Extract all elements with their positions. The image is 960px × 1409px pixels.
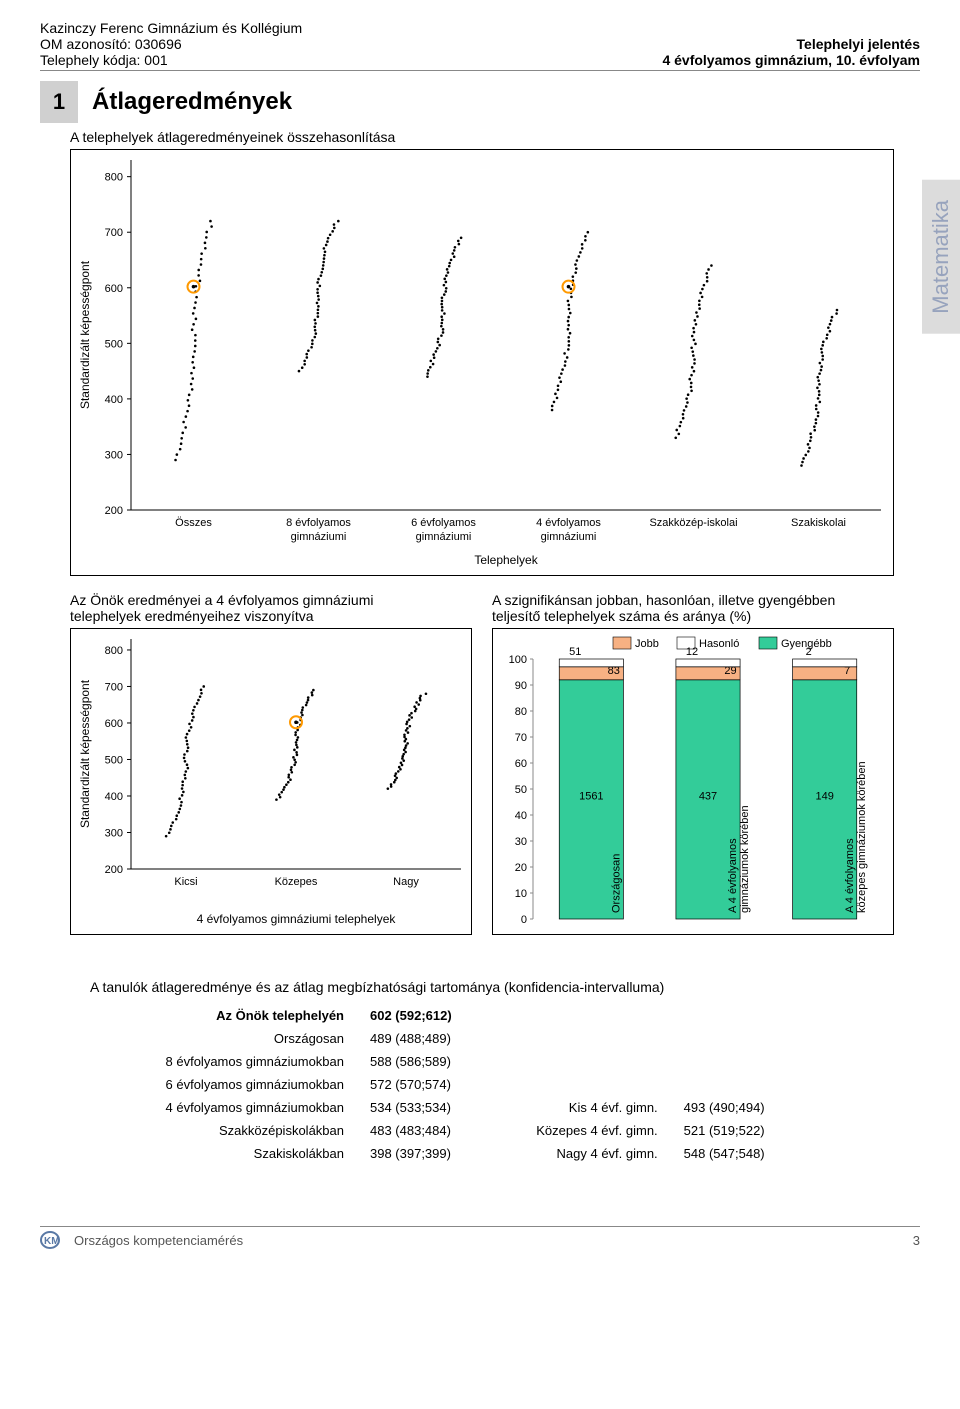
svg-text:Standardizált képességpont: Standardizált képességpont bbox=[78, 679, 92, 828]
svg-text:437: 437 bbox=[699, 790, 717, 802]
svg-text:500: 500 bbox=[105, 338, 123, 350]
svg-text:29: 29 bbox=[724, 665, 736, 677]
svg-text:Országosan: Országosan bbox=[610, 854, 622, 913]
svg-text:Nagy: Nagy bbox=[393, 876, 419, 888]
svg-text:200: 200 bbox=[105, 864, 123, 876]
svg-text:KM: KM bbox=[44, 1236, 60, 1247]
chart2-svg: 200 300 400 500 600 700 800 Standardizált képes… bbox=[71, 629, 471, 929]
svg-text:8 évfolyamos: 8 évfolyamos bbox=[286, 517, 351, 529]
report-subtitle: 4 évfolyamos gimnázium, 10. évfolyam bbox=[662, 52, 920, 68]
svg-text:20: 20 bbox=[515, 862, 527, 874]
svg-text:1561: 1561 bbox=[579, 790, 603, 802]
svg-text:gimnáziumi: gimnáziumi bbox=[541, 531, 597, 543]
table-row: Szakközépiskolákban483 (483;484)Közepes … bbox=[92, 1120, 777, 1141]
school-name: Kazinczy Ferenc Gimnázium és Kollégium bbox=[40, 20, 302, 36]
svg-text:300: 300 bbox=[105, 827, 123, 839]
svg-text:300: 300 bbox=[105, 449, 123, 461]
page-header: Kazinczy Ferenc Gimnázium és Kollégium O… bbox=[40, 20, 920, 71]
chart-right: JobbHasonlóGyengébb010203040506070809010… bbox=[492, 628, 894, 935]
svg-text:600: 600 bbox=[105, 283, 123, 295]
confidence-table: Az Önök telephelyén602 (592;612)Országos… bbox=[90, 1003, 779, 1166]
svg-text:Kicsi: Kicsi bbox=[174, 876, 197, 888]
chart3-svg: JobbHasonlóGyengébb010203040506070809010… bbox=[493, 629, 893, 929]
site-code: Telephely kódja: 001 bbox=[40, 52, 302, 68]
section-heading: 1 Átlageredmények bbox=[40, 81, 920, 123]
svg-text:7: 7 bbox=[844, 665, 850, 677]
section-number: 1 bbox=[40, 81, 78, 123]
svg-text:400: 400 bbox=[105, 791, 123, 803]
svg-text:6 évfolyamos: 6 évfolyamos bbox=[411, 517, 476, 529]
svg-text:Jobb: Jobb bbox=[635, 638, 659, 650]
chart1-svg: 200 300 400 500 600 700 800 Standardizált képes… bbox=[71, 150, 891, 570]
svg-text:Közepes: Közepes bbox=[275, 876, 318, 888]
svg-text:51: 51 bbox=[569, 646, 581, 658]
section-title: Átlageredmények bbox=[92, 88, 292, 116]
svg-text:500: 500 bbox=[105, 754, 123, 766]
om-id: OM azonosító: 030696 bbox=[40, 36, 302, 52]
subject-side-tab: Matematika bbox=[922, 180, 960, 334]
footer-text: Országos kompetenciamérés bbox=[74, 1233, 243, 1248]
svg-text:40: 40 bbox=[515, 810, 527, 822]
svg-text:gimnáziumi: gimnáziumi bbox=[416, 531, 472, 543]
table-row: Az Önök telephelyén602 (592;612) bbox=[92, 1005, 777, 1026]
svg-text:90: 90 bbox=[515, 680, 527, 692]
svg-text:149: 149 bbox=[815, 790, 833, 802]
table-row: Országosan489 (488;489) bbox=[92, 1028, 777, 1049]
svg-text:Hasonló: Hasonló bbox=[699, 638, 739, 650]
page-number: 3 bbox=[913, 1233, 920, 1248]
svg-text:400: 400 bbox=[105, 394, 123, 406]
table-row: Szakiskolákban398 (397;399)Nagy 4 évf. g… bbox=[92, 1143, 777, 1164]
header-right: Telephelyi jelentés 4 évfolyamos gimnázi… bbox=[662, 20, 920, 68]
svg-text:10: 10 bbox=[515, 888, 527, 900]
left-caption: Az Önök eredményei a 4 évfolyamos gimnáz… bbox=[70, 592, 472, 624]
svg-text:2: 2 bbox=[806, 646, 812, 658]
svg-text:800: 800 bbox=[105, 172, 123, 184]
svg-text:gimnáziumi: gimnáziumi bbox=[291, 531, 347, 543]
svg-text:Összes: Összes bbox=[175, 517, 212, 529]
report-title: Telephelyi jelentés bbox=[662, 36, 920, 52]
svg-text:80: 80 bbox=[515, 706, 527, 718]
svg-text:800: 800 bbox=[105, 645, 123, 657]
footer-left: KM Országos kompetenciamérés bbox=[40, 1231, 243, 1249]
svg-text:30: 30 bbox=[515, 836, 527, 848]
two-column-row: Az Önök eredményei a 4 évfolyamos gimnáz… bbox=[70, 592, 892, 949]
page-footer: KM Országos kompetenciamérés 3 bbox=[40, 1226, 920, 1249]
svg-text:Szakközép-iskolai: Szakközép-iskolai bbox=[649, 517, 737, 529]
header-left: Kazinczy Ferenc Gimnázium és Kollégium O… bbox=[40, 20, 302, 68]
svg-text:Szakiskolai: Szakiskolai bbox=[791, 517, 846, 529]
svg-text:4 évfolyamos: 4 évfolyamos bbox=[536, 517, 601, 529]
right-caption: A szignifikánsan jobban, hasonlóan, ille… bbox=[492, 592, 894, 624]
svg-text:0: 0 bbox=[521, 914, 527, 926]
svg-text:100: 100 bbox=[509, 654, 527, 666]
svg-text:Standardizált képességpont: Standardizált képességpont bbox=[78, 260, 92, 409]
chart-left: 200 300 400 500 600 700 800 Standardizált képes… bbox=[70, 628, 472, 935]
svg-text:700: 700 bbox=[105, 227, 123, 239]
section-subtitle: A telephelyek átlageredményeinek összeha… bbox=[70, 129, 920, 145]
svg-text:70: 70 bbox=[515, 732, 527, 744]
svg-text:700: 700 bbox=[105, 681, 123, 693]
chart-site-averages: 200 300 400 500 600 700 800 Standardizált képes… bbox=[70, 149, 894, 576]
svg-text:Telephelyek: Telephelyek bbox=[474, 553, 538, 567]
svg-text:60: 60 bbox=[515, 758, 527, 770]
table-caption: A tanulók átlageredménye és az átlag meg… bbox=[90, 979, 920, 995]
table-row: 8 évfolyamos gimnáziumokban588 (586;589) bbox=[92, 1051, 777, 1072]
footer-logo-icon: KM bbox=[40, 1231, 68, 1249]
table-row: 4 évfolyamos gimnáziumokban534 (533;534)… bbox=[92, 1097, 777, 1118]
svg-text:200: 200 bbox=[105, 505, 123, 517]
svg-text:83: 83 bbox=[608, 665, 620, 677]
svg-text:12: 12 bbox=[686, 646, 698, 658]
svg-text:600: 600 bbox=[105, 718, 123, 730]
table-row: 6 évfolyamos gimnáziumokban572 (570;574) bbox=[92, 1074, 777, 1095]
svg-text:4 évfolyamos gimnáziumi teleph: 4 évfolyamos gimnáziumi telephelyek bbox=[197, 912, 397, 926]
svg-text:50: 50 bbox=[515, 784, 527, 796]
